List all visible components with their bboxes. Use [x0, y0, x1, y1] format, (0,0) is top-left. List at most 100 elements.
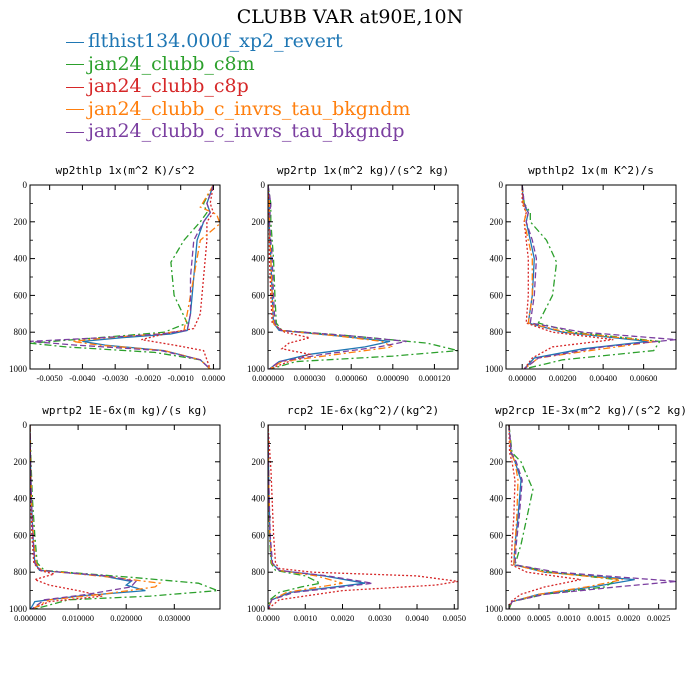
y-tick-label: 200 [490, 217, 504, 227]
series-line [30, 425, 218, 609]
panel-4: wprtp2 1E-6x(m kg)/(s kg) 0 200 400 600 800 10… [9, 404, 221, 623]
x-tick-label: 0.0000 [202, 373, 225, 383]
panel-title: wprtp2 1E-6x(m kg)/(s kg) [42, 404, 208, 417]
series-line [521, 185, 614, 369]
y-tick-label: 400 [490, 254, 504, 264]
series-line [141, 185, 215, 369]
panel-title: wp2rcp 1E-3x(m^2 kg)/(s^2 kg) [495, 404, 687, 417]
legend-label: jan24_clubb_c8p [88, 75, 249, 97]
y-tick-label: 600 [14, 530, 28, 540]
series-line [521, 185, 661, 369]
y-tick-label: 1000 [247, 364, 266, 374]
x-tick-label: 0.0010 [294, 613, 317, 623]
y-tick-label: 800 [490, 327, 504, 337]
panel-5: rcp2 1E-6x(kg^2)/(kg^2) 0 200 400 600 800 1000… [247, 404, 466, 623]
x-tick-label: 0.0020 [617, 613, 640, 623]
x-tick-label: -0.0040 [69, 373, 95, 383]
x-tick-label: 0.0050 [443, 613, 466, 623]
y-tick-label: 1000 [9, 604, 28, 614]
y-tick-label: 800 [490, 567, 504, 577]
legend-item: flthist134.000f_xp2_revert [66, 30, 410, 53]
y-tick-label: 400 [14, 254, 28, 264]
panel-title: wp2rtp 1x(m^2 kg)/(s^2 kg) [277, 164, 449, 177]
series-line [521, 185, 648, 369]
series-line [30, 425, 146, 609]
y-tick-label: 600 [490, 530, 504, 540]
x-tick-label: 0.00200 [549, 373, 577, 383]
x-tick-label: 0.000060 [335, 373, 367, 383]
x-tick-label: 0.020000 [110, 613, 142, 623]
x-tick-label: 0.000000 [252, 373, 284, 383]
x-tick-label: 0.00400 [589, 373, 617, 383]
y-tick-label: 800 [252, 567, 266, 577]
panel-frame [505, 424, 677, 610]
x-tick-label: 0.000120 [418, 373, 450, 383]
series-line [30, 185, 214, 369]
y-tick-label: 0 [499, 180, 504, 190]
y-tick-label: 400 [252, 494, 266, 504]
y-tick-label: 800 [252, 327, 266, 337]
figure-title: CLUBB VAR at90E,10N [236, 6, 464, 28]
series-line [508, 425, 676, 609]
legend-label: jan24_clubb_c_invrs_tau_bkgndm [88, 97, 411, 120]
legend-swatch-4 [66, 131, 84, 133]
x-tick-label: 0.0040 [405, 613, 428, 623]
y-tick-label: 1000 [485, 364, 504, 374]
x-tick-label: 0.0030 [368, 613, 391, 623]
panel-2: wp2rtp 1x(m^2 kg)/(s^2 kg) 0 200 400 600 800 1… [247, 164, 459, 383]
x-tick-label: -0.0050 [37, 373, 63, 383]
y-tick-label: 400 [14, 494, 28, 504]
x-tick-label: 0.000030 [294, 373, 326, 383]
x-tick-label: 0.0020 [331, 613, 354, 623]
x-tick-label: 0.00600 [630, 373, 658, 383]
series-line [521, 185, 676, 369]
series-line [30, 425, 138, 609]
y-tick-label: 0 [23, 180, 28, 190]
y-tick-label: 600 [490, 290, 504, 300]
legend-item: jan24_clubb_c8p [66, 75, 410, 98]
y-tick-label: 1000 [247, 604, 266, 614]
y-tick-label: 200 [490, 457, 504, 467]
x-tick-label: -0.0030 [102, 373, 128, 383]
panel-title: rcp2 1E-6x(kg^2)/(kg^2) [287, 404, 439, 417]
x-tick-label: 0.0005 [527, 613, 550, 623]
y-tick-label: 200 [14, 457, 28, 467]
legend-swatch-0 [66, 41, 84, 43]
y-tick-label: 200 [252, 217, 266, 227]
series-line [268, 425, 323, 609]
x-tick-label: 0.0015 [587, 613, 610, 623]
legend-swatch-1 [66, 64, 84, 65]
panel-frame [505, 184, 677, 370]
series-line [268, 425, 458, 609]
x-tick-label: -0.0020 [135, 373, 161, 383]
panel-3: wpthlp2 1x(m K^2)/s 0 200 400 600 800 1000 0.00… [485, 164, 677, 383]
x-tick-label: 0.0025 [647, 613, 670, 623]
x-tick-label: 0.0000 [256, 613, 279, 623]
series-line [508, 425, 623, 609]
series-line [72, 185, 220, 369]
legend-item: jan24_clubb_c_invrs_tau_bkgndp [66, 120, 410, 143]
y-tick-label: 0 [261, 420, 266, 430]
y-tick-label: 600 [252, 290, 266, 300]
series-line [521, 185, 656, 369]
series-line [30, 425, 162, 609]
x-tick-label: 0.0000 [497, 613, 520, 623]
y-tick-label: 600 [14, 290, 28, 300]
y-tick-label: 1000 [485, 604, 504, 614]
legend-swatch-3 [66, 109, 84, 110]
legend-item: jan24_clubb_c_invrs_tau_bkgndm [66, 98, 410, 121]
panel-6: wp2rcp 1E-3x(m^2 kg)/(s^2 kg) 0 200 400 600 8… [485, 404, 687, 623]
y-tick-label: 200 [252, 457, 266, 467]
panel-frame [267, 424, 459, 610]
panel-title: wp2thlp 1x(m^2 K)/s^2 [55, 164, 194, 177]
series-line [268, 185, 458, 369]
x-tick-label: 0.00000 [508, 373, 536, 383]
y-tick-label: 1000 [9, 364, 28, 374]
series-line [30, 425, 103, 609]
legend-label: flthist134.000f_xp2_revert [88, 30, 343, 52]
series-line [268, 425, 366, 609]
legend-label: jan24_clubb_c8m [88, 52, 255, 75]
y-tick-label: 200 [14, 217, 28, 227]
